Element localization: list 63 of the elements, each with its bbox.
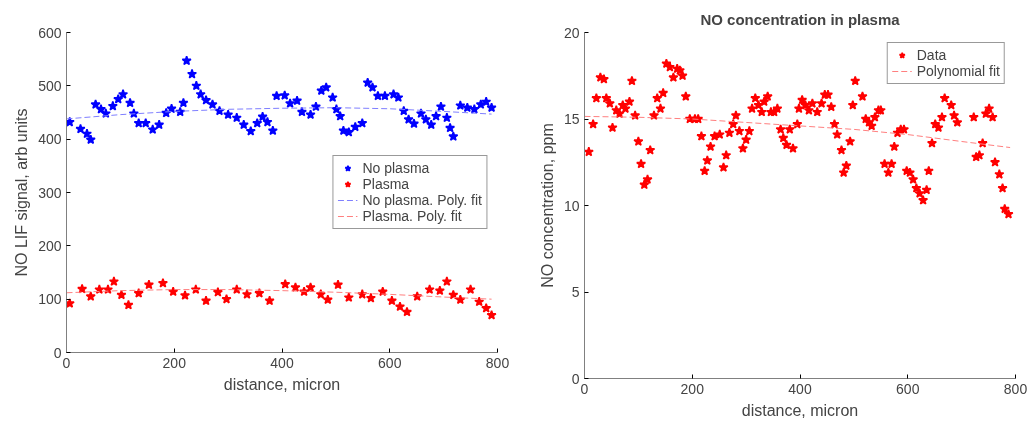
point bbox=[66, 298, 75, 308]
point bbox=[264, 295, 275, 306]
y-tick-label: 15 bbox=[563, 111, 580, 127]
point bbox=[212, 286, 223, 297]
x-axis-title: distance, micron bbox=[223, 375, 341, 393]
y-tick-label: 500 bbox=[38, 77, 62, 94]
point bbox=[85, 291, 96, 301]
point bbox=[123, 299, 134, 310]
point bbox=[116, 289, 127, 300]
point bbox=[474, 296, 485, 307]
point bbox=[343, 292, 354, 303]
point bbox=[386, 295, 397, 306]
legend-label: Plasma bbox=[362, 176, 410, 192]
legend-label: No plasma. Poly. fit bbox=[362, 192, 482, 208]
point bbox=[143, 279, 155, 290]
point bbox=[94, 284, 105, 295]
point bbox=[254, 288, 265, 298]
y-tick-label: 5 bbox=[571, 284, 580, 300]
point bbox=[157, 277, 169, 288]
y-tick-label: 300 bbox=[38, 184, 62, 201]
point bbox=[394, 301, 406, 312]
y-tick-label: 600 bbox=[38, 24, 62, 41]
point bbox=[221, 293, 232, 304]
y-axis-title: NO LIF signal, arb units bbox=[13, 108, 31, 277]
x-tick-label: 400 bbox=[788, 380, 812, 397]
point bbox=[108, 276, 119, 287]
x-tick-label: 600 bbox=[378, 354, 402, 371]
point bbox=[179, 290, 191, 300]
y-tick-label: 20 bbox=[563, 24, 580, 41]
point bbox=[434, 285, 445, 296]
x-tick-label: 400 bbox=[270, 354, 294, 371]
y-axis-title: NO concentration, ppm bbox=[538, 123, 556, 288]
y-tick-label: 400 bbox=[38, 131, 62, 148]
point bbox=[424, 284, 435, 295]
legend-label: Data bbox=[916, 47, 947, 63]
point bbox=[305, 282, 316, 292]
legend-label: Polynomial fit bbox=[916, 63, 1000, 79]
y-tick-label: 100 bbox=[38, 291, 62, 308]
x-tick-label: 600 bbox=[896, 380, 920, 397]
point bbox=[365, 292, 376, 303]
point bbox=[448, 289, 459, 300]
point bbox=[465, 284, 476, 295]
y-tick-label: 200 bbox=[38, 237, 62, 254]
y-tick-label: 10 bbox=[563, 197, 580, 214]
x-tick-label: 800 bbox=[1003, 380, 1028, 397]
x-axis-title: distance, micron bbox=[741, 401, 859, 419]
point bbox=[481, 302, 492, 313]
chart-title: NO concentration in plasma bbox=[700, 10, 901, 28]
point bbox=[133, 288, 144, 298]
point bbox=[200, 295, 212, 306]
point bbox=[486, 309, 497, 320]
point bbox=[401, 306, 413, 317]
x-tick-label: 800 bbox=[485, 354, 510, 371]
point bbox=[332, 279, 344, 290]
point bbox=[315, 289, 326, 299]
point bbox=[441, 276, 452, 287]
x-tick-label: 200 bbox=[680, 380, 705, 397]
point bbox=[290, 282, 301, 292]
legend-label: No plasma bbox=[362, 160, 430, 176]
legend-label: Plasma. Poly. fit bbox=[362, 208, 462, 224]
point bbox=[280, 278, 291, 289]
point bbox=[322, 294, 333, 305]
x-tick-label: 200 bbox=[162, 354, 187, 371]
